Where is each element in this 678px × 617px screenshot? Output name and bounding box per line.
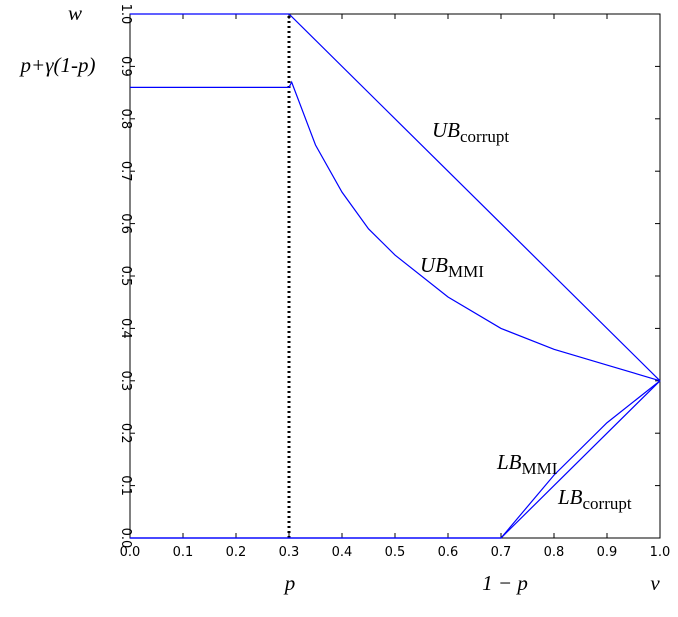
annotation-text: v xyxy=(650,571,660,595)
annotation-text: 1 − p xyxy=(482,571,528,595)
annotation: UBcorrupt xyxy=(432,118,509,146)
series-line xyxy=(130,380,661,539)
annotation: 1 − p xyxy=(482,571,528,595)
annotation-text: LB xyxy=(496,450,522,474)
y-tick-label: 0.5 xyxy=(118,266,133,287)
y-tick-label: 0.0 xyxy=(118,528,133,549)
y-tick-label: 0.7 xyxy=(118,161,133,182)
y-tick-label: 0.1 xyxy=(118,475,133,496)
annotation-subscript: MMI xyxy=(522,459,558,478)
annotation: v xyxy=(650,571,660,595)
annotation-text: p xyxy=(283,571,296,595)
x-tick-label: 0.6 xyxy=(438,545,459,560)
x-tick-label: 0.9 xyxy=(597,545,618,560)
y-tick-label: 1.0 xyxy=(118,4,133,25)
x-tick-label: 1.0 xyxy=(650,545,671,560)
y-tick-label: 0.2 xyxy=(118,423,133,444)
annotation-subscript: MMI xyxy=(448,262,484,281)
annotation: p xyxy=(283,571,296,595)
annotation: p+γ(1-p) xyxy=(19,53,96,77)
annotation: UBMMI xyxy=(420,253,484,281)
x-tick-label: 0.1 xyxy=(173,545,194,560)
annotation-subscript: corrupt xyxy=(583,494,632,513)
x-tick-label: 0.2 xyxy=(226,545,247,560)
annotation-subscript: corrupt xyxy=(460,127,509,146)
y-tick-label: 0.6 xyxy=(118,213,133,234)
x-tick-label: 0.5 xyxy=(385,545,406,560)
x-tick-label: 0.3 xyxy=(279,545,300,560)
y-tick-label: 0.9 xyxy=(118,56,133,77)
y-tick-label: 0.8 xyxy=(118,108,133,129)
annotation: w xyxy=(68,1,82,25)
annotation: LBcorrupt xyxy=(557,485,632,513)
y-tick-label: 0.3 xyxy=(118,370,133,391)
annotation-text: UB xyxy=(432,118,460,142)
x-tick-label: 0.4 xyxy=(332,545,353,560)
annotation-text: LB xyxy=(557,485,583,509)
series-line xyxy=(130,13,661,382)
x-tick-label: 0.7 xyxy=(491,545,512,560)
annotation-text: UB xyxy=(420,253,448,277)
series-line xyxy=(130,80,661,382)
annotation-text: w xyxy=(68,1,82,25)
y-tick-label: 0.4 xyxy=(118,318,133,339)
annotation: LBMMI xyxy=(496,450,558,478)
annotation-text: p+γ(1-p) xyxy=(19,53,96,77)
x-tick-label: 0.0 xyxy=(120,545,141,560)
x-tick-label: 0.8 xyxy=(544,545,565,560)
